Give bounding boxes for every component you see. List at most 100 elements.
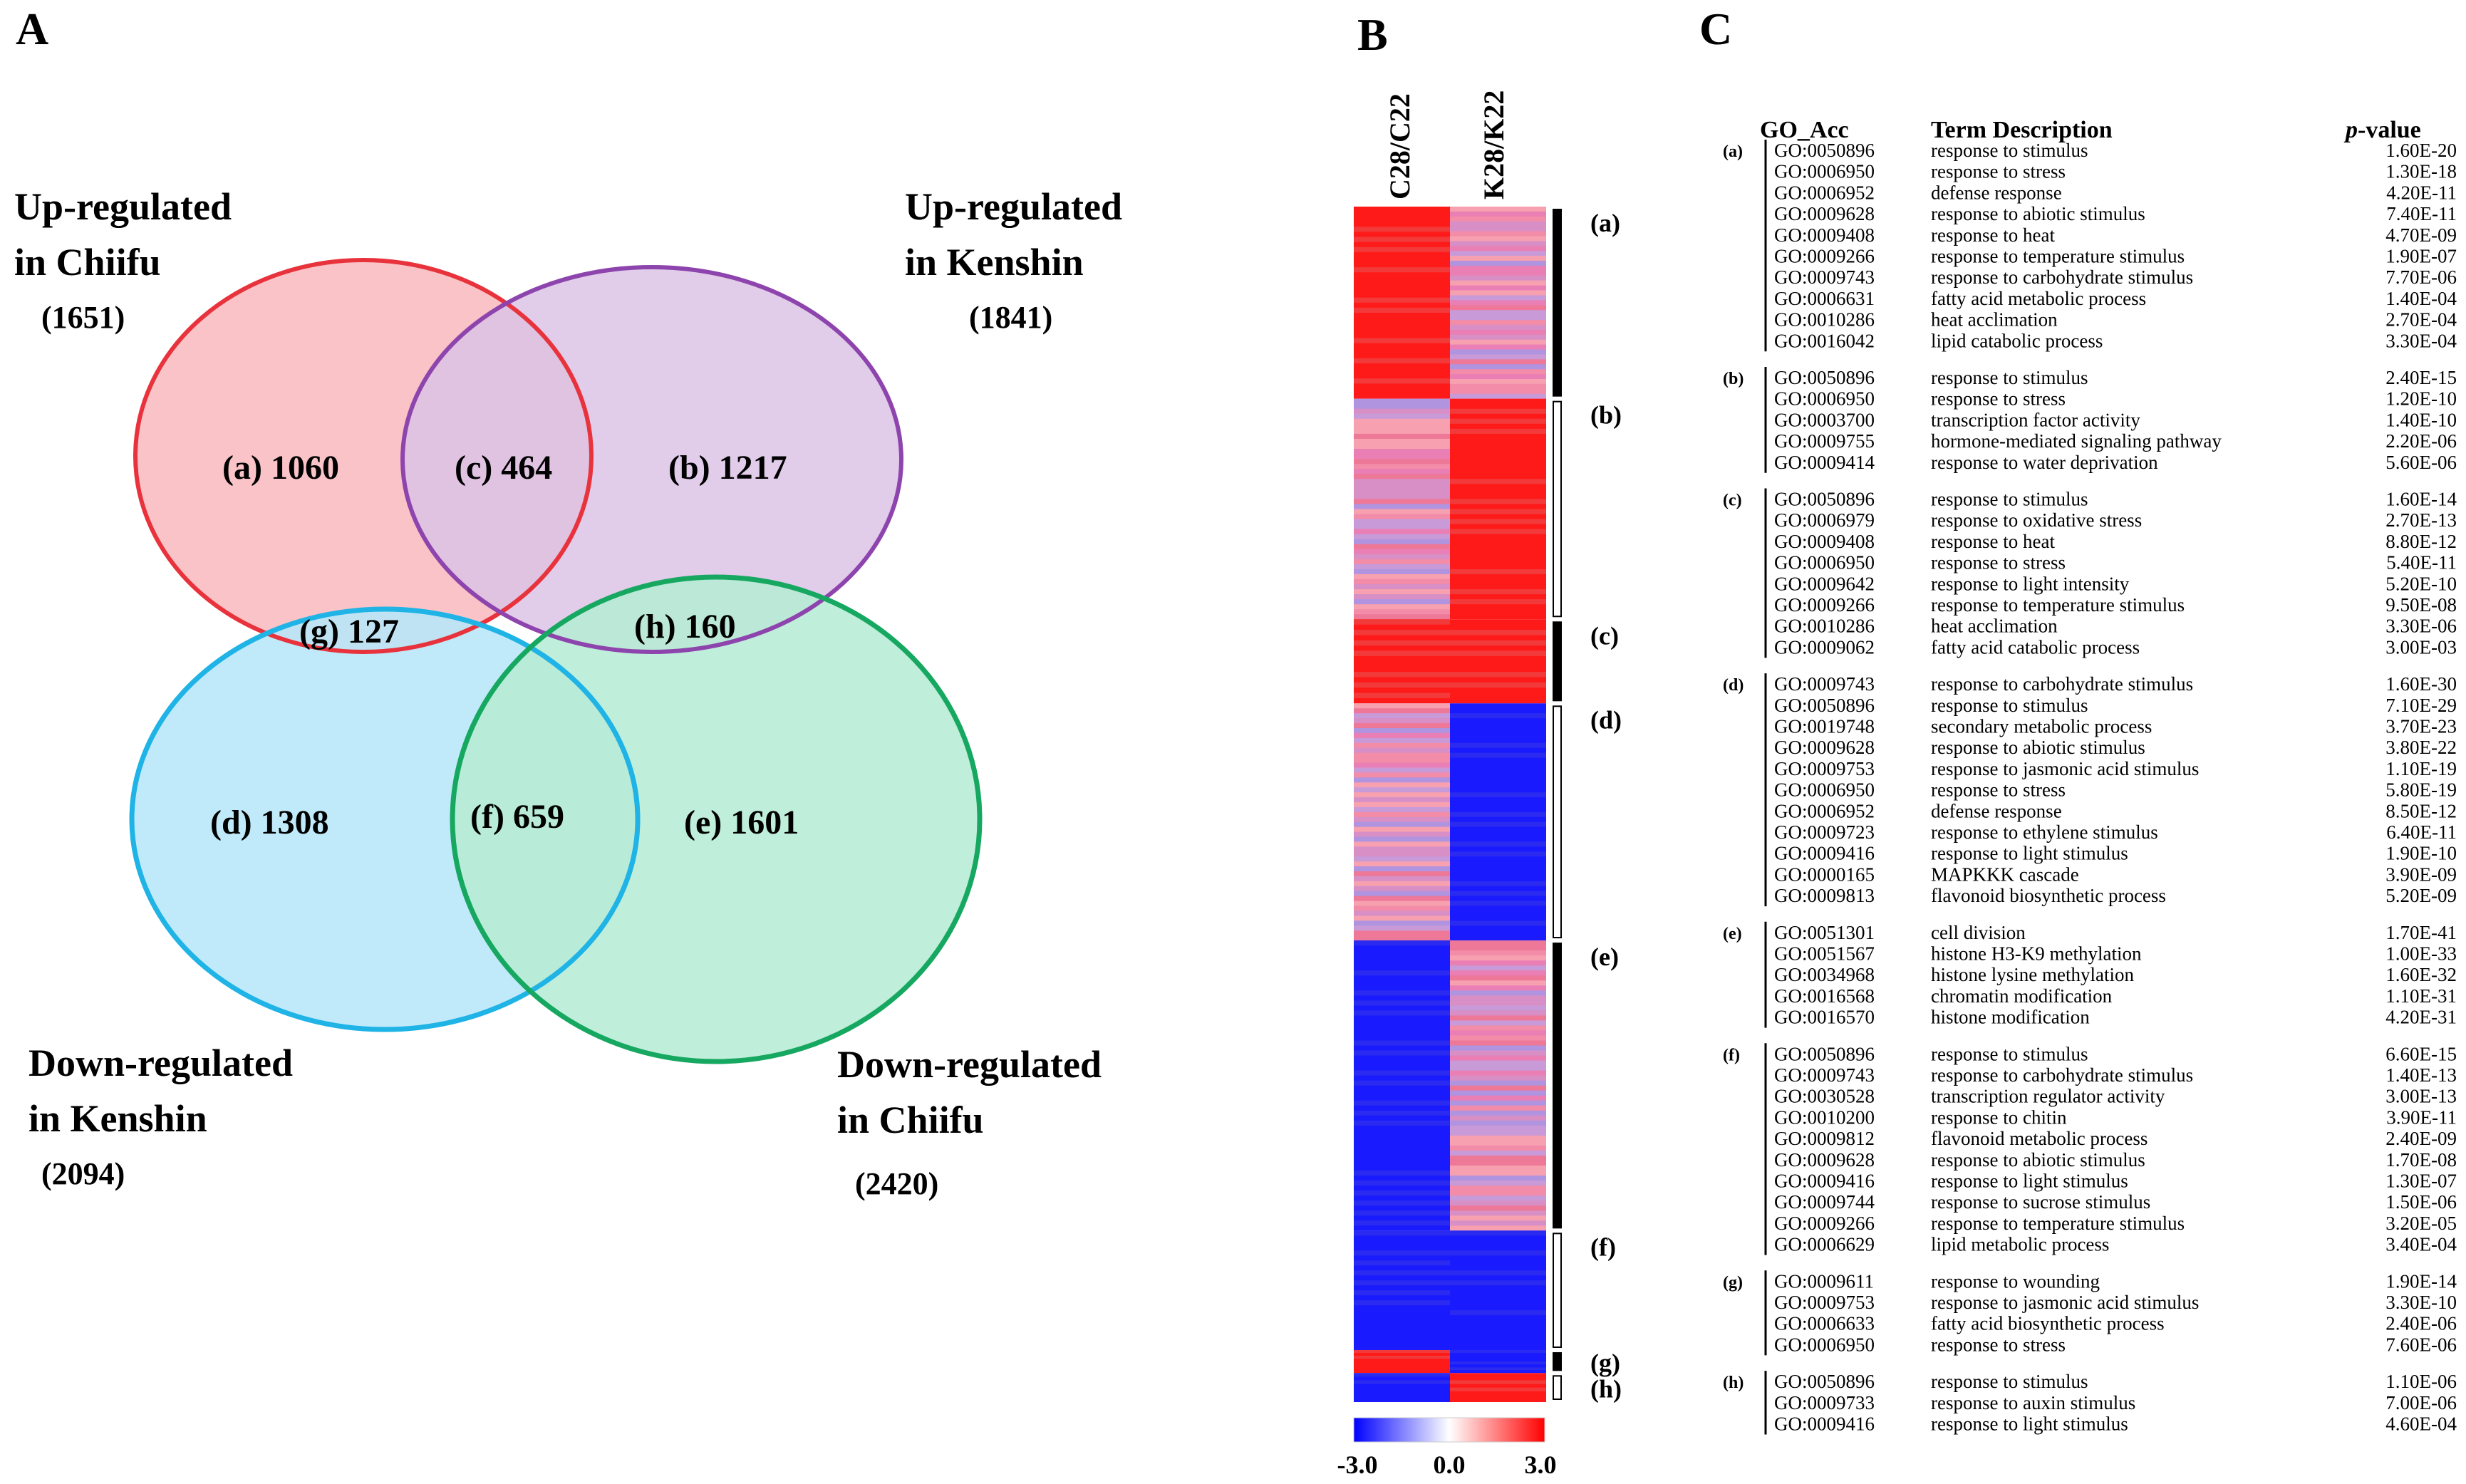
heatmap-stripe — [1354, 594, 1450, 600]
heatmap-stripe — [1450, 354, 1546, 360]
heatmap-stripe — [1450, 418, 1546, 424]
heatmap-block-k — [1450, 940, 1546, 1231]
cluster-label: (g) — [1590, 1349, 1620, 1377]
go-row: GO:0009266 response to temperature stimul… — [1774, 246, 2457, 267]
go-term: response to stimulus — [1931, 140, 2088, 161]
heatmap-stripe — [1450, 231, 1546, 237]
heatmap-stripe — [1450, 1145, 1546, 1151]
heatmap-stripe — [1354, 484, 1450, 489]
heatmap-stripe — [1450, 216, 1546, 222]
heatmap-stripe — [1354, 1270, 1450, 1276]
go-pvalue: 3.00E-13 — [2385, 1086, 2457, 1107]
heatmap-stripe — [1450, 334, 1546, 341]
heatmap-stripe — [1450, 1100, 1546, 1106]
go-accession: GO:0010286 — [1774, 616, 1875, 637]
set-down-kenshin-count: (2094) — [41, 1156, 125, 1191]
heatmap-cell — [1450, 1373, 1546, 1402]
heatmap-stripe — [1354, 650, 1450, 656]
go-term: MAPKKK cascade — [1931, 863, 2079, 885]
go-term: response to abiotic stimulus — [1931, 1149, 2145, 1171]
go-pvalue: 1.60E-30 — [2385, 673, 2457, 695]
heatmap-stripe — [1354, 539, 1450, 545]
go-group: (a) GO:0050896 response to stimulus 1.60E-2… — [1723, 140, 2457, 352]
go-row: GO:0009753 response to jasmonic acid stim… — [1774, 1292, 2457, 1313]
heatmap-stripe — [1354, 519, 1450, 525]
heatmap-stripe — [1450, 1310, 1546, 1316]
heatmap-stripe — [1354, 459, 1450, 465]
heatmap-stripe — [1450, 841, 1546, 847]
go-term: response to stimulus — [1931, 1043, 2088, 1064]
go-accession: GO:0016568 — [1774, 985, 1875, 1007]
region-h: (h) 160 — [634, 608, 736, 645]
cluster-label: (d) — [1590, 705, 1622, 734]
go-pvalue: 7.70E-06 — [2385, 266, 2457, 288]
go-term: lipid metabolic process — [1931, 1234, 2109, 1255]
go-pvalue: 3.30E-10 — [2385, 1292, 2457, 1313]
heatmap-stripe — [1450, 479, 1546, 484]
go-pvalue: 1.40E-10 — [2385, 409, 2457, 430]
go-pvalue: 3.00E-03 — [2385, 636, 2457, 658]
heatmap-stripe — [1450, 388, 1546, 395]
heatmap-stripe — [1354, 1120, 1450, 1126]
go-row: GO:0009416 response to light stimulus 1.90… — [1774, 843, 2457, 864]
heatmap-stripe — [1354, 1040, 1450, 1046]
heatmap-stripe — [1450, 713, 1546, 719]
go-group-label: (a) — [1723, 142, 1743, 161]
heatmap-stripe — [1450, 509, 1546, 514]
heatmap-stripe — [1354, 614, 1450, 620]
cluster-bracket — [1553, 209, 1562, 397]
go-row: GO:0030528 transcription regulator activi… — [1774, 1086, 2457, 1107]
cluster-bracket — [1553, 705, 1562, 939]
go-accession: GO:0009414 — [1774, 452, 1875, 473]
go-pvalue: 1.60E-14 — [2385, 489, 2457, 510]
go-row: GO:0019748 secondary metabolic process 3.7… — [1774, 716, 2457, 737]
set-up-kenshin-count: (1841) — [969, 300, 1052, 335]
heatmap-stripe — [1354, 297, 1450, 303]
heatmap-stripe — [1450, 329, 1546, 336]
go-pvalue: 1.40E-04 — [2385, 288, 2457, 309]
go-row: GO:0050896 response to stimulus 7.10E-29 — [1774, 695, 2457, 716]
go-term: response to stress — [1931, 552, 2066, 574]
go-term: response to light stimulus — [1931, 1413, 2128, 1435]
go-pvalue: 7.00E-06 — [2385, 1392, 2457, 1413]
heatmap-stripe — [1354, 1349, 1450, 1354]
cluster-bracket — [1553, 400, 1562, 618]
heatmap-stripe — [1450, 1025, 1546, 1032]
go-accession: GO:0009266 — [1774, 246, 1875, 267]
go-term: response to jasmonic acid stimulus — [1931, 758, 2199, 779]
heatmap-stripe — [1354, 811, 1450, 818]
go-accession: GO:0016042 — [1774, 330, 1875, 351]
set-up-chiifu-line1: Up-regulated — [14, 185, 232, 228]
heatmap-stripe — [1354, 599, 1450, 605]
heatmap-stripe — [1354, 423, 1450, 430]
heatmap-block-c — [1354, 619, 1450, 704]
go-accession: GO:0034968 — [1774, 964, 1875, 985]
heatmap-stripe — [1450, 408, 1546, 414]
heatmap-stripe — [1354, 886, 1450, 892]
heatmap-cell — [1354, 1349, 1450, 1374]
go-term: defense response — [1931, 182, 2062, 203]
go-term: response to light intensity — [1931, 573, 2130, 594]
go-pvalue: 3.70E-23 — [2385, 716, 2457, 737]
heatmap-stripe — [1450, 393, 1546, 400]
heatmap-stripe — [1354, 338, 1450, 343]
go-row: GO:0006950 response to stress 1.30E-18 — [1774, 161, 2457, 182]
go-term: response to temperature stimulus — [1931, 246, 2185, 267]
go-accession: GO:0009723 — [1774, 821, 1875, 843]
go-accession: GO:0009062 — [1774, 636, 1875, 658]
go-row: GO:0009744 response to sucrose stimulus 1.… — [1774, 1191, 2457, 1213]
heatmap-stripe — [1354, 801, 1450, 808]
heatmap-stripe — [1450, 1090, 1546, 1096]
heatmap-stripe — [1450, 1110, 1546, 1116]
go-group-label: (g) — [1723, 1273, 1743, 1292]
heatmap-stripe — [1450, 1367, 1546, 1371]
go-row: GO:0051301 cell division 1.70E-41 — [1774, 922, 2457, 943]
go-row: GO:0006629 lipid metabolic process 3.40E-0… — [1774, 1234, 2457, 1255]
heatmap-stripe — [1450, 300, 1546, 306]
go-group-label: (f) — [1723, 1046, 1740, 1064]
heatmap-stripe — [1354, 851, 1450, 857]
go-pvalue: 1.40E-13 — [2385, 1064, 2457, 1086]
go-pvalue: 1.70E-08 — [2385, 1149, 2457, 1171]
go-accession: GO:0006633 — [1774, 1313, 1875, 1334]
go-pvalue: 3.80E-22 — [2385, 737, 2457, 758]
